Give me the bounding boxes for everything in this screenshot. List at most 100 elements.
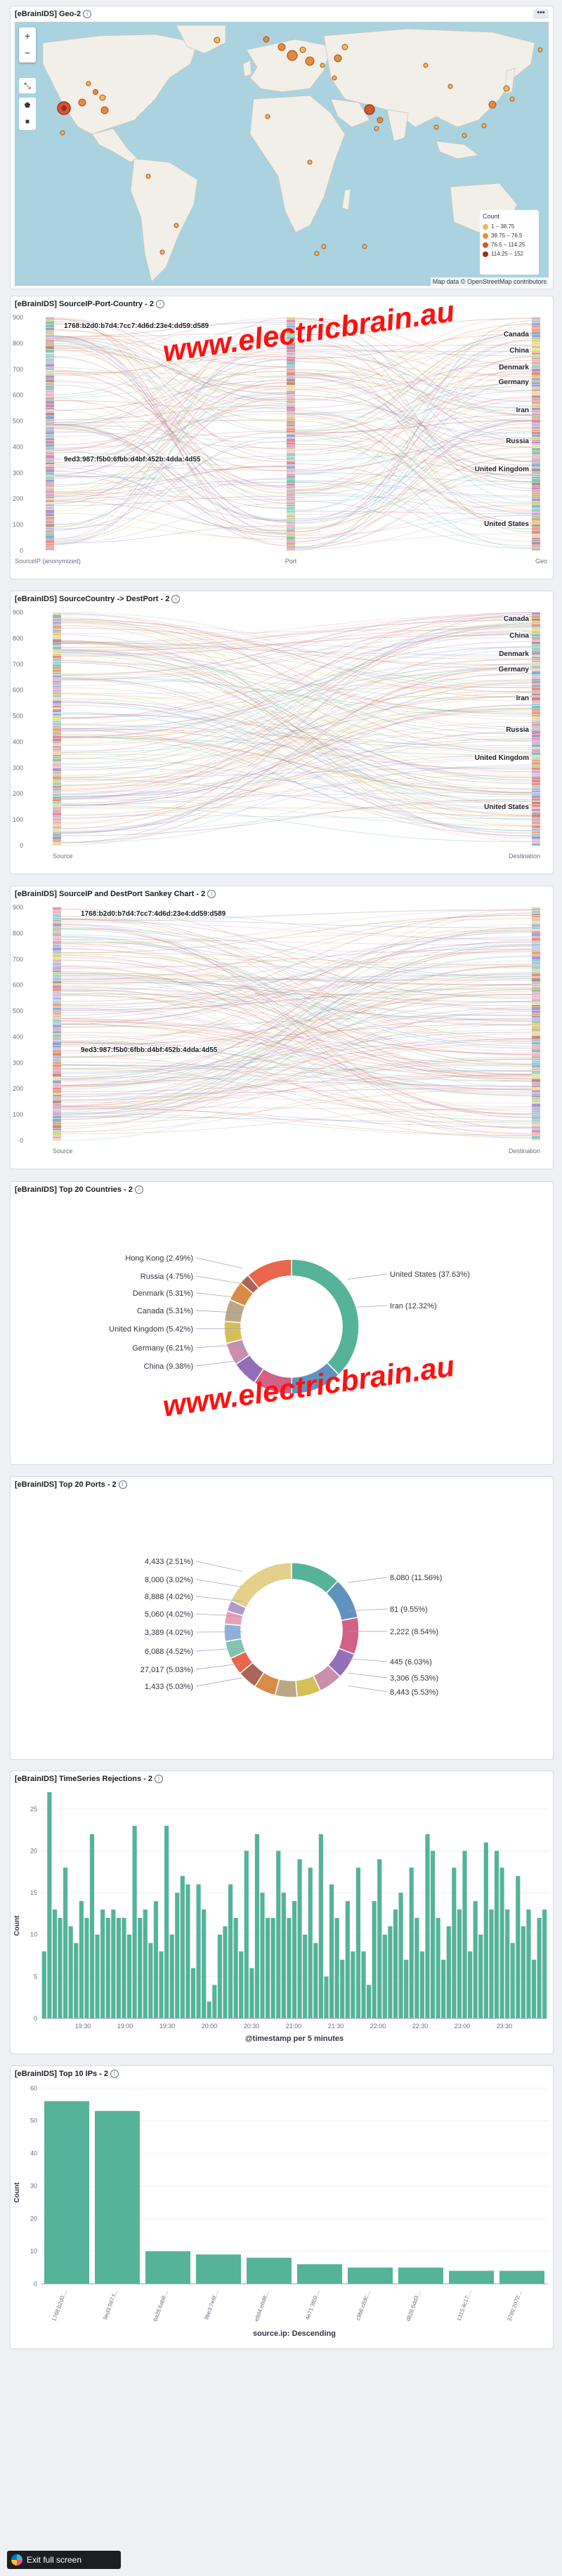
sankey-node: [287, 346, 295, 350]
sankey-node: [532, 657, 540, 659]
sankey-node: [287, 355, 295, 357]
bar: [361, 1951, 366, 2018]
sankey-node: [53, 1031, 61, 1034]
sankey-node: [53, 1053, 61, 1056]
sankey-node: [46, 321, 54, 324]
sankey-node: [532, 1087, 540, 1090]
sankey-node: [53, 1002, 61, 1004]
sankey-link: [60, 919, 532, 1065]
bar: [126, 1934, 132, 2018]
info-icon[interactable]: i: [83, 10, 92, 18]
sankey-node: [532, 1016, 540, 1018]
zoom-in-button[interactable]: +: [24, 30, 31, 41]
sankey-node: [53, 678, 61, 681]
sankey-link: [60, 939, 532, 1047]
zoom-out-button[interactable]: −: [24, 47, 31, 58]
sankey-node: [532, 936, 540, 938]
sankey-link: [53, 317, 287, 432]
sankey-link: [60, 619, 532, 692]
info-icon[interactable]: i: [155, 1775, 164, 1783]
sankey-node: [532, 1139, 540, 1141]
sankey-link: [294, 317, 532, 463]
sankey-node: [53, 970, 61, 973]
sankey-link: [60, 909, 532, 1106]
info-icon[interactable]: i: [207, 890, 216, 898]
sankey-node: [53, 718, 61, 721]
sankey-link: [53, 400, 287, 412]
sankey-link: [60, 964, 532, 1022]
sankey-node: [532, 836, 540, 839]
sankey-link: [60, 991, 532, 1110]
panel-menu-button[interactable]: •••: [533, 9, 549, 19]
sankey-node: [46, 375, 54, 379]
sankey-link: [60, 1076, 532, 1086]
sankey-node: [53, 709, 61, 712]
sankey-link: [60, 756, 532, 806]
sankey-node: [532, 691, 540, 693]
sankey-node: [532, 404, 540, 405]
sankey-node: [532, 541, 540, 545]
info-icon[interactable]: i: [134, 1185, 143, 1194]
sankey-node: [287, 336, 295, 340]
sankey-link: [60, 940, 532, 1120]
sankey-node: [53, 716, 61, 718]
bar: [526, 1909, 531, 2018]
info-icon[interactable]: i: [156, 300, 165, 308]
info-icon[interactable]: i: [118, 1480, 127, 1489]
sankey-link: [60, 1088, 532, 1095]
sankey-link: [60, 945, 532, 1127]
slice-label: Iran (12.32%): [390, 1302, 437, 1310]
y-tick-label: 0: [20, 547, 23, 554]
sankey-node: [532, 1045, 540, 1049]
sankey-node: [532, 907, 540, 909]
sankey-node: [532, 1052, 540, 1054]
sankey-link: [60, 718, 532, 753]
info-icon[interactable]: i: [171, 595, 181, 603]
sankey-node: [287, 498, 295, 501]
sankey-node: [287, 446, 295, 447]
slice-label: 8,000 (3.02%): [145, 1576, 193, 1584]
sankey-link: [60, 637, 532, 681]
sankey-link: [53, 449, 287, 531]
donut-chart[interactable]: 4,433 (2.51%)8,000 (3.02%)8,888 (4.02%)5…: [11, 1477, 553, 1759]
sankey-link: [60, 1008, 532, 1141]
sankey-node: [53, 985, 61, 988]
sankey-link: [53, 431, 287, 449]
sankey-link: [60, 683, 532, 834]
sankey-link: [60, 646, 532, 656]
sankey-link: [53, 492, 287, 534]
sankey-chart[interactable]: 9008007006005004003002001000CanadaChinaD…: [11, 312, 553, 579]
sankey-link: [60, 909, 532, 946]
sankey-node: [46, 432, 54, 435]
sankey-node: [532, 524, 540, 527]
donut-chart[interactable]: Hong Kong (2.49%)Russia (4.75%)Denmark (…: [11, 1182, 553, 1464]
sankey-node: [53, 1132, 61, 1136]
sankey-node: [53, 993, 61, 997]
sankey-node: [287, 426, 295, 428]
world-map[interactable]: [15, 22, 549, 286]
map-attribution[interactable]: Map data © OpenStreetMap contributors: [430, 277, 549, 286]
fit-bounds-button[interactable]: ⤡: [19, 78, 36, 93]
exit-fullscreen-button[interactable]: Exit full screen: [7, 2551, 121, 2569]
legend-swatch: [483, 251, 488, 257]
info-icon[interactable]: i: [110, 2070, 119, 2078]
sankey-link: [294, 385, 532, 482]
sankey-link: [60, 987, 532, 1022]
sankey-link: [60, 622, 532, 773]
sankey-chart[interactable]: 9008007006005004003002001000CanadaChinaD…: [11, 607, 553, 874]
sankey-node: [53, 691, 61, 693]
sankey-link: [53, 386, 287, 449]
sankey-link: [60, 698, 532, 784]
bar: [47, 1792, 52, 2018]
sankey-link: [60, 944, 532, 1115]
sankey-node: [532, 387, 540, 389]
sankey-link: [60, 623, 532, 808]
sankey-chart[interactable]: 90080070060050040030020010001768:b2d0:b7…: [11, 902, 553, 1169]
draw-polygon-button[interactable]: ⬟: [24, 102, 31, 110]
sankey-node: [53, 817, 61, 820]
draw-rectangle-button[interactable]: ■: [25, 118, 30, 126]
sankey-node: [53, 972, 61, 975]
sankey-link: [294, 374, 532, 421]
